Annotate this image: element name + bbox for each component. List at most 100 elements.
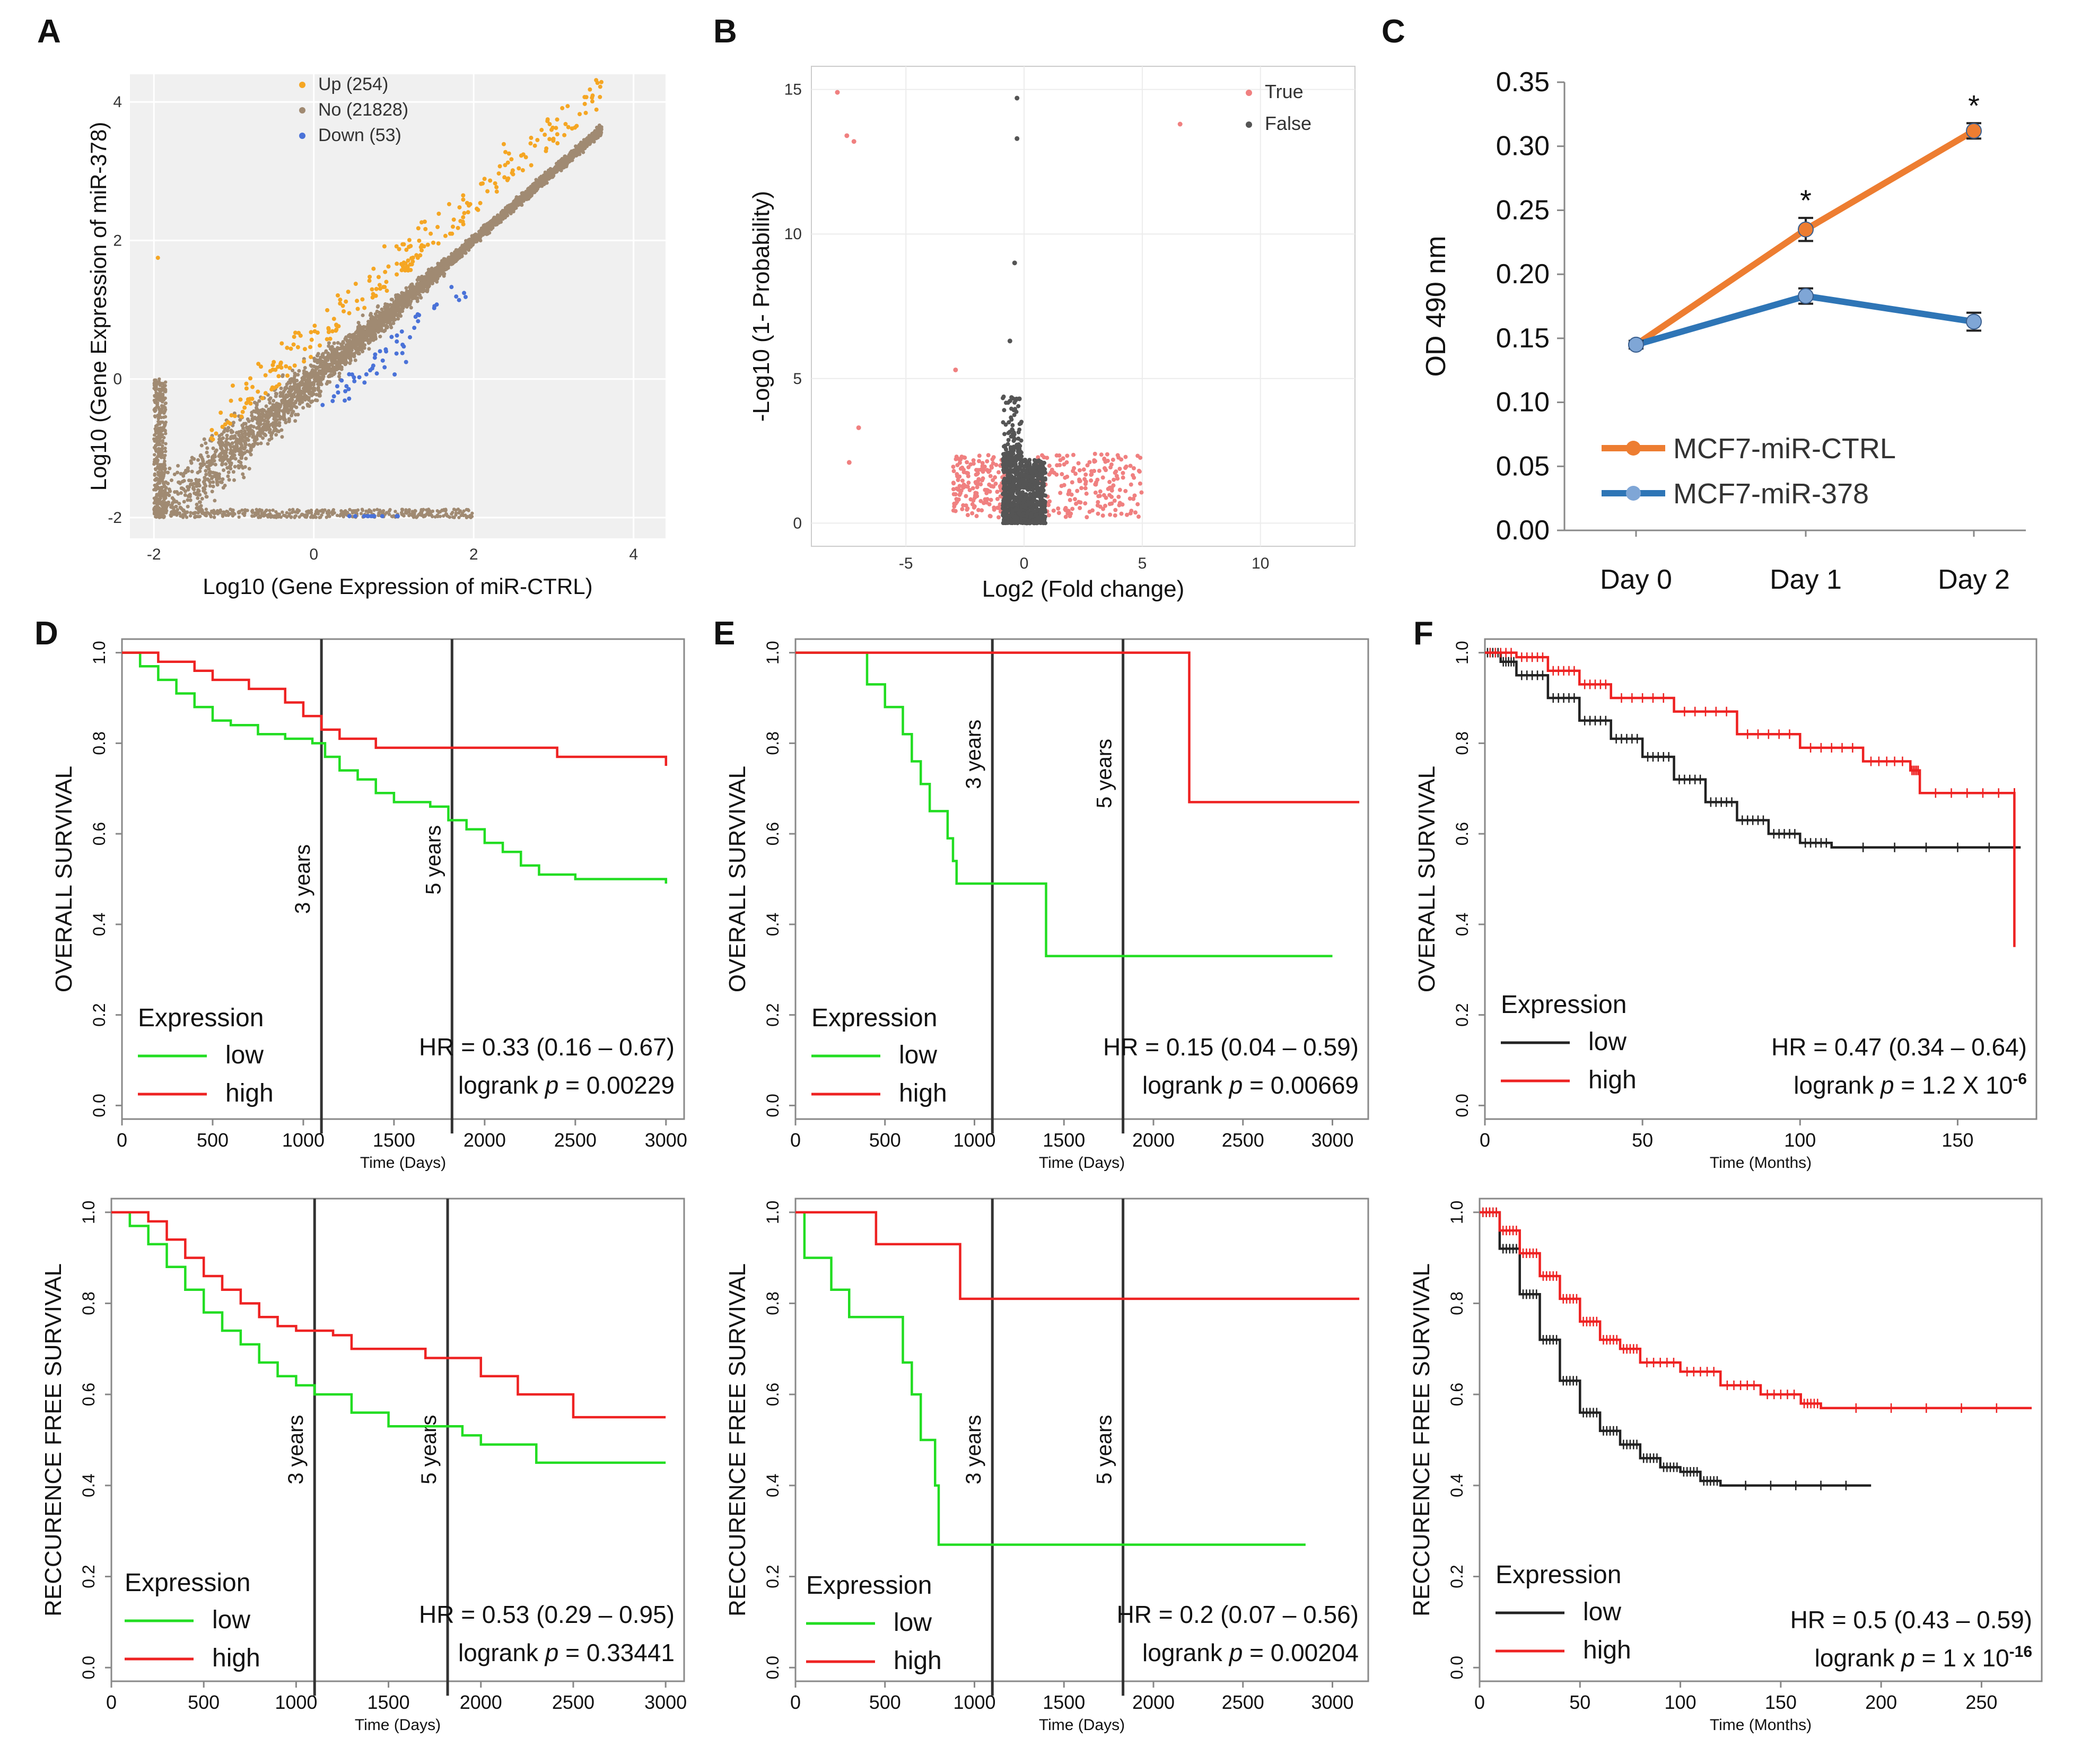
- point-no: [277, 407, 281, 411]
- point-true: [1087, 510, 1092, 514]
- point-no: [217, 475, 221, 479]
- point-no: [412, 515, 416, 519]
- point-no: [272, 515, 276, 519]
- point-no: [465, 516, 469, 520]
- point-down: [331, 394, 336, 399]
- point-no: [180, 486, 184, 491]
- point-down: [347, 514, 352, 519]
- point-up: [519, 153, 523, 158]
- point-up: [450, 224, 455, 229]
- point-no: [180, 479, 185, 484]
- point-no: [436, 266, 441, 270]
- x-tick-label: -5: [899, 555, 913, 572]
- point-no: [335, 348, 339, 353]
- point-up: [436, 241, 441, 246]
- point-no: [220, 462, 224, 467]
- legend-label-down: Down (53): [318, 125, 401, 145]
- point-no: [354, 510, 358, 514]
- point-no: [344, 511, 348, 516]
- point-up: [218, 411, 223, 415]
- point-no: [287, 508, 292, 512]
- point-no: [267, 415, 272, 419]
- point-no: [303, 513, 308, 517]
- point-true: [1099, 452, 1104, 457]
- point-up: [501, 142, 506, 146]
- point-up: [482, 177, 487, 181]
- point-no: [418, 281, 423, 285]
- point-true: [1123, 455, 1128, 459]
- point-up: [563, 121, 568, 126]
- point-no: [440, 266, 444, 270]
- point-no: [158, 494, 162, 499]
- point-down: [352, 379, 357, 383]
- point-no: [289, 393, 293, 397]
- point-true: [1112, 499, 1117, 503]
- point-true: [1056, 506, 1061, 511]
- point-true: [989, 497, 993, 502]
- point-no: [572, 150, 576, 154]
- point-no: [275, 429, 279, 433]
- y-tick-label: 5: [793, 370, 802, 388]
- point-no: [266, 442, 270, 446]
- point-no: [403, 293, 407, 298]
- point-no: [267, 514, 270, 518]
- point-no: [303, 398, 307, 402]
- point-down: [353, 514, 357, 519]
- point-no: [163, 390, 168, 394]
- point-no: [264, 424, 268, 428]
- point-no: [187, 478, 191, 483]
- point-no: [404, 286, 408, 290]
- point-no: [383, 311, 387, 316]
- point-no: [521, 196, 525, 200]
- point-down: [408, 335, 413, 339]
- point-no: [213, 462, 217, 467]
- point-no: [356, 352, 361, 356]
- point-no: [243, 422, 248, 426]
- point-no: [188, 498, 193, 502]
- point-up: [520, 168, 525, 173]
- point-true: [957, 493, 962, 497]
- point-no: [357, 324, 362, 328]
- point-true: [953, 509, 958, 513]
- point-up: [325, 337, 329, 342]
- point-up: [250, 396, 255, 401]
- point-no: [154, 512, 158, 516]
- point-true: [989, 464, 994, 469]
- point-true: [972, 504, 977, 509]
- point-true: [1056, 511, 1061, 516]
- point-true: [1119, 511, 1124, 516]
- point-no: [301, 406, 305, 410]
- point-no: [377, 513, 380, 518]
- point-no: [232, 453, 237, 457]
- point-up: [599, 80, 604, 84]
- point-no: [228, 460, 232, 465]
- point-true: [1117, 487, 1122, 492]
- point-no: [409, 290, 413, 294]
- point-up: [478, 200, 483, 205]
- point-no: [535, 182, 539, 187]
- point-no: [288, 408, 292, 412]
- point-no: [468, 242, 473, 246]
- point-no: [268, 396, 273, 400]
- point-up: [456, 225, 460, 230]
- point-no: [473, 235, 477, 239]
- point-no: [259, 416, 264, 420]
- point-up: [425, 242, 430, 247]
- point-no: [160, 488, 164, 493]
- point-up: [584, 95, 589, 100]
- point-no: [492, 219, 496, 223]
- point-up: [256, 389, 260, 394]
- point-up: [457, 205, 462, 209]
- point-no: [512, 204, 516, 208]
- x-tick-label: -2: [147, 546, 161, 563]
- point-no: [252, 409, 256, 413]
- point-up: [588, 87, 592, 92]
- point-no: [284, 393, 288, 397]
- point-no: [233, 465, 237, 469]
- point-no: [307, 381, 311, 385]
- y-tick-label: 0: [793, 514, 802, 532]
- point-true: [991, 484, 996, 489]
- point-no: [288, 385, 293, 389]
- point-no: [231, 421, 235, 425]
